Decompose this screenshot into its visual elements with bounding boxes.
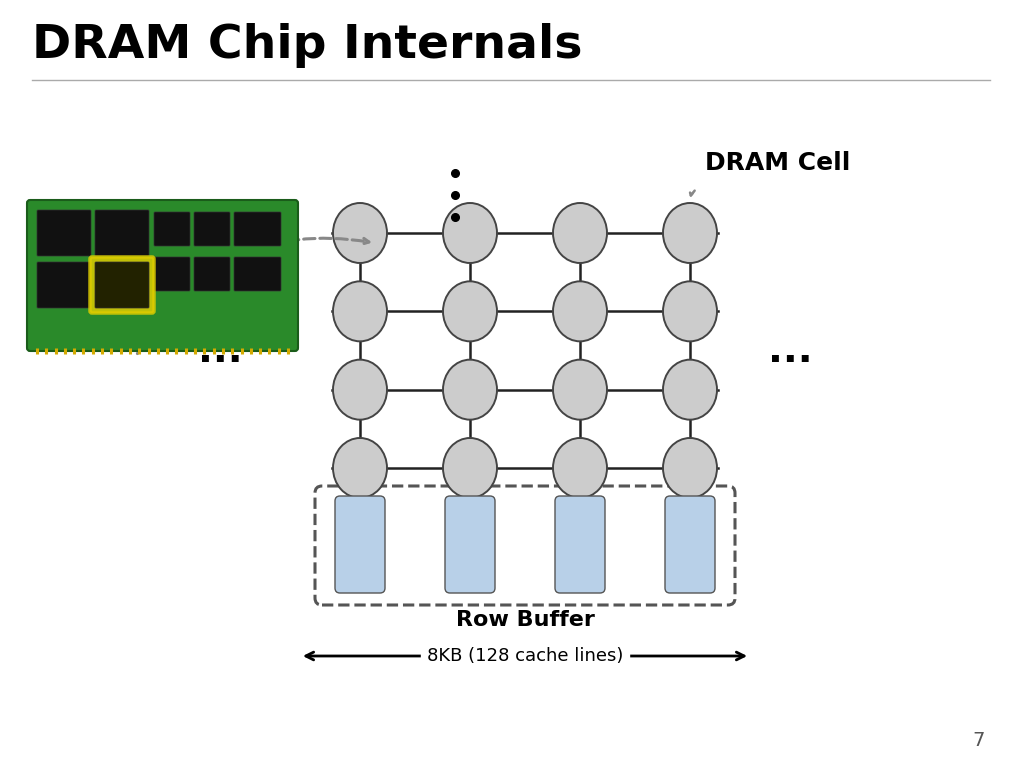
Ellipse shape <box>663 203 717 263</box>
FancyBboxPatch shape <box>555 496 605 593</box>
Ellipse shape <box>553 359 607 419</box>
FancyBboxPatch shape <box>37 262 91 308</box>
Text: ...: ... <box>768 332 812 369</box>
FancyBboxPatch shape <box>95 262 150 308</box>
Ellipse shape <box>333 203 387 263</box>
Ellipse shape <box>553 203 607 263</box>
Ellipse shape <box>553 438 607 498</box>
Ellipse shape <box>443 281 497 341</box>
FancyBboxPatch shape <box>95 210 150 256</box>
Ellipse shape <box>663 359 717 419</box>
Ellipse shape <box>333 281 387 341</box>
FancyBboxPatch shape <box>37 210 91 256</box>
Ellipse shape <box>553 281 607 341</box>
FancyBboxPatch shape <box>234 212 281 246</box>
FancyBboxPatch shape <box>194 257 230 291</box>
Ellipse shape <box>333 438 387 498</box>
FancyBboxPatch shape <box>27 200 298 351</box>
Ellipse shape <box>333 359 387 419</box>
Ellipse shape <box>663 438 717 498</box>
Text: Row Buffer: Row Buffer <box>456 610 595 630</box>
FancyBboxPatch shape <box>665 496 715 593</box>
Ellipse shape <box>443 359 497 419</box>
Text: 8KB (128 cache lines): 8KB (128 cache lines) <box>427 647 624 665</box>
FancyBboxPatch shape <box>95 262 150 308</box>
Text: ...: ... <box>198 332 243 369</box>
FancyBboxPatch shape <box>154 257 190 291</box>
FancyBboxPatch shape <box>445 496 495 593</box>
Ellipse shape <box>443 203 497 263</box>
FancyBboxPatch shape <box>90 257 154 313</box>
FancyBboxPatch shape <box>234 257 281 291</box>
FancyBboxPatch shape <box>194 212 230 246</box>
Ellipse shape <box>663 281 717 341</box>
FancyBboxPatch shape <box>154 212 190 246</box>
Text: DRAM Cell: DRAM Cell <box>705 151 850 175</box>
Text: DRAM Chip Internals: DRAM Chip Internals <box>32 23 583 68</box>
Text: 7: 7 <box>973 731 985 750</box>
FancyBboxPatch shape <box>335 496 385 593</box>
Ellipse shape <box>443 438 497 498</box>
